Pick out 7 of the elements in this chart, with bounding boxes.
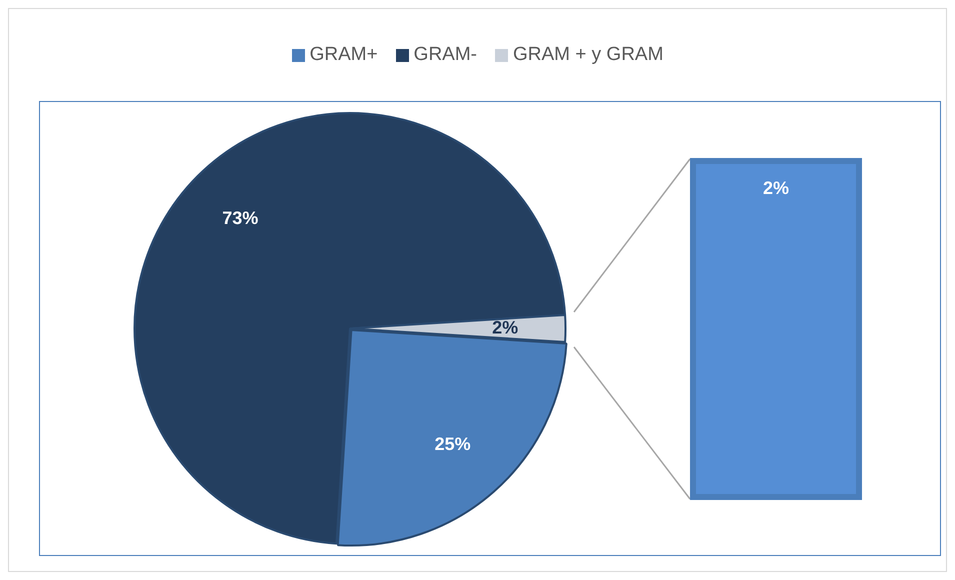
breakout-column: 2%: [690, 158, 862, 500]
data-label: 25%: [434, 434, 471, 454]
legend-label: GRAM+: [308, 43, 378, 67]
data-label: 73%: [222, 208, 258, 228]
legend-label: GRAM + y GRAM: [512, 43, 664, 67]
data-label: 2%: [492, 317, 518, 338]
legend-label: GRAM-: [412, 43, 477, 67]
